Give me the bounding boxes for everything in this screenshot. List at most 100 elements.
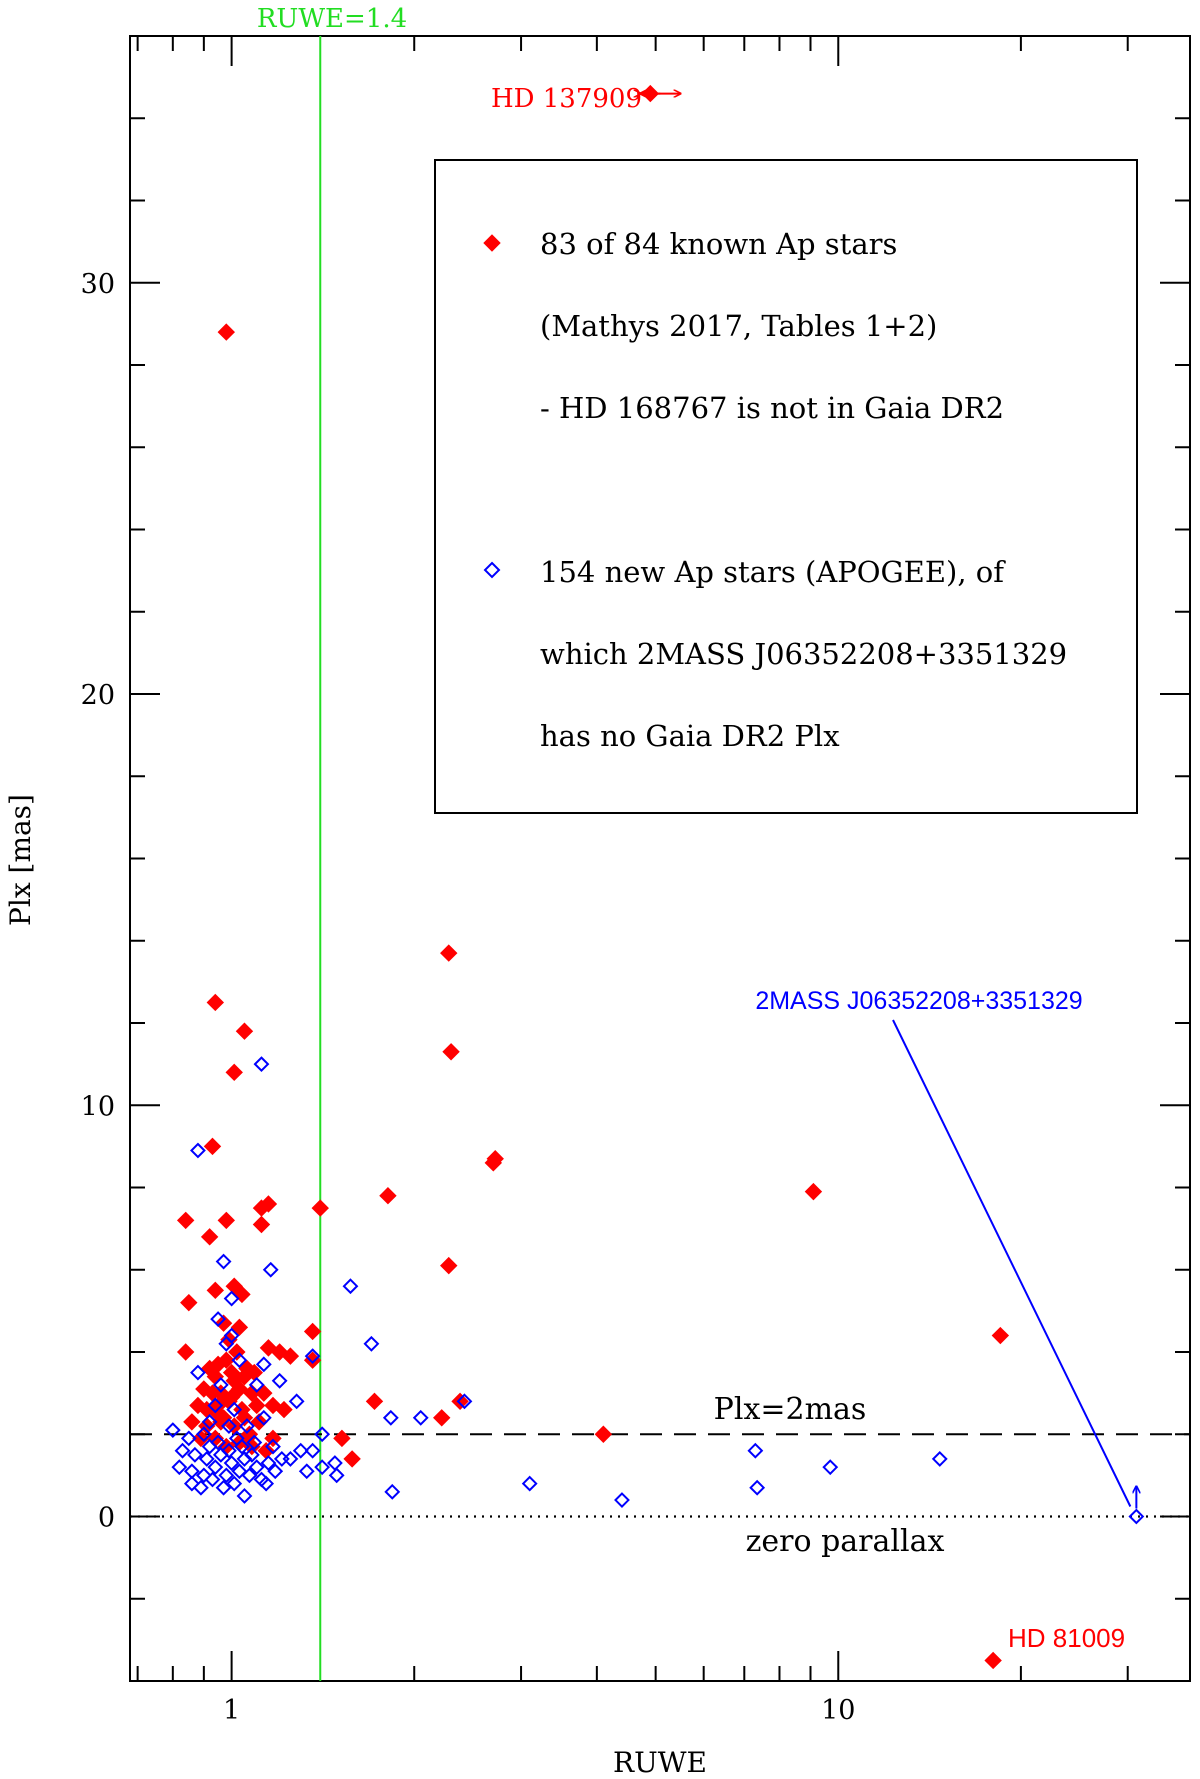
known-ap-star-point xyxy=(206,993,225,1012)
new-ap-star-point xyxy=(190,1142,206,1159)
new-ap-star-point xyxy=(241,1467,258,1484)
annotation-hd81009: HD 81009 xyxy=(1008,1623,1125,1653)
new-ap-star-point xyxy=(243,1446,260,1463)
legend: 83 of 84 known Ap stars (Mathys 2017, Ta… xyxy=(434,159,1138,814)
known-ap-star-point xyxy=(442,1043,460,1061)
new-ap-star-point xyxy=(171,1459,188,1476)
known-ap-star-point xyxy=(333,1429,351,1448)
known-ap-star-point xyxy=(176,1211,195,1230)
known-ap-star-point xyxy=(264,1429,282,1448)
y-tick-label: 20 xyxy=(81,680,115,711)
known-ap-star-point xyxy=(180,1293,198,1312)
known-ap-star-point xyxy=(303,1322,322,1341)
new-ap-star-point xyxy=(456,1393,473,1410)
known-ap-star-point xyxy=(343,1450,361,1468)
plx-2mas-label: Plx=2mas xyxy=(714,1392,867,1427)
new-ap-star-point xyxy=(267,1463,284,1480)
known-ap-star-point xyxy=(440,1256,458,1275)
known-ap-star-point xyxy=(217,1211,235,1230)
new-ap-star-point xyxy=(248,1376,265,1393)
new-ap-star-point xyxy=(262,1261,279,1278)
new-ap-star-point xyxy=(248,1459,265,1476)
new-ap-star-point xyxy=(231,1463,248,1480)
new-ap-star-point xyxy=(221,1442,237,1459)
new-ap-star-point xyxy=(255,1409,272,1426)
known-ap-star-point xyxy=(259,1339,278,1357)
new-ap-star-point xyxy=(218,1335,235,1352)
new-ap-star-point xyxy=(282,1451,299,1467)
new-ap-star-point xyxy=(265,1438,281,1455)
known-ap-star-point xyxy=(235,1022,254,1040)
known-ap-star-point xyxy=(440,944,458,962)
known-ap-star-point xyxy=(991,1326,1010,1345)
known-ap-star-point xyxy=(984,1651,1002,1670)
new-ap-star-point xyxy=(292,1442,309,1459)
new-ap-star-point xyxy=(221,1418,237,1434)
x-axis-label: RUWE xyxy=(613,1746,707,1779)
new-ap-star-point xyxy=(304,1442,321,1459)
new-ap-star-point xyxy=(747,1442,764,1459)
known-ap-star-point xyxy=(183,1413,201,1431)
new-ap-star-point xyxy=(223,1455,240,1471)
new-ap-star-point xyxy=(258,1475,275,1492)
known-ap-star-point xyxy=(281,1347,300,1365)
y-tick-label: 10 xyxy=(81,1091,115,1122)
known-ap-star-point xyxy=(176,1343,195,1361)
new-ap-star-point xyxy=(174,1442,191,1459)
new-ap-star-point xyxy=(253,1056,270,1073)
known-ap-star-point xyxy=(451,1392,469,1411)
new-ap-star-point xyxy=(190,1364,206,1381)
legend-marker-new xyxy=(483,561,501,579)
legend-new-line-1: 154 new Ap stars (APOGEE), of xyxy=(540,555,1006,589)
annotations xyxy=(640,94,1136,1509)
new-ap-star-point xyxy=(223,1290,240,1307)
2mass-leader-line xyxy=(892,1019,1132,1507)
new-ap-star-point xyxy=(314,1459,331,1476)
legend-known-line-3: - HD 168767 is not in Gaia DR2 xyxy=(540,391,1004,425)
new-ap-star-point xyxy=(215,1479,232,1496)
new-ap-star-point xyxy=(342,1278,359,1295)
known-ap-star-point xyxy=(230,1318,249,1337)
ruwe-line-label: RUWE=1.4 xyxy=(257,4,407,34)
new-ap-star-point xyxy=(328,1467,345,1484)
new-ap-star-point xyxy=(326,1455,343,1471)
new-ap-star-point xyxy=(822,1459,839,1476)
data-points xyxy=(164,84,1145,1670)
tick-labels: 1 10 0 10 20 30 xyxy=(81,269,856,1726)
new-ap-star-point xyxy=(521,1475,538,1492)
known-ap-star-point xyxy=(214,1314,233,1332)
new-ap-star-point xyxy=(288,1393,305,1410)
new-ap-star-point xyxy=(412,1409,429,1426)
new-ap-star-point xyxy=(255,1356,272,1373)
x-tick-label: 10 xyxy=(821,1695,855,1726)
new-ap-star-point xyxy=(273,1451,290,1467)
new-ap-star-point xyxy=(234,1438,250,1455)
new-ap-star-point xyxy=(246,1434,263,1451)
known-ap-star-point xyxy=(804,1182,823,1201)
new-ap-star-point xyxy=(180,1430,197,1447)
annotation-hd137909: HD 137909 xyxy=(491,84,642,114)
new-ap-star-point xyxy=(239,1418,255,1434)
new-ap-star-point xyxy=(363,1335,380,1352)
new-ap-star-point xyxy=(195,1426,212,1443)
new-ap-star-point xyxy=(207,1397,224,1414)
known-ap-star-point xyxy=(365,1392,384,1411)
new-ap-star-point xyxy=(210,1311,227,1328)
new-ap-star-point xyxy=(236,1451,253,1467)
legend-known-line-1: 83 of 84 known Ap stars xyxy=(540,227,897,261)
legend-new-line-3: has no Gaia DR2 Plx xyxy=(540,719,840,753)
known-ap-star-point xyxy=(233,1285,251,1304)
new-ap-star-point xyxy=(183,1475,200,1492)
new-ap-star-point xyxy=(201,1438,218,1455)
new-ap-star-point xyxy=(201,1413,218,1430)
x-tick-label: 1 xyxy=(223,1695,240,1726)
known-ap-star-point xyxy=(203,1137,222,1156)
known-ap-star-point xyxy=(379,1187,397,1205)
known-ap-star-point xyxy=(275,1400,293,1419)
legend-box xyxy=(434,159,1138,814)
new-ap-star-point xyxy=(207,1459,224,1476)
new-ap-star-point xyxy=(215,1253,232,1270)
new-ap-star-point xyxy=(931,1451,948,1467)
new-ap-star-point xyxy=(749,1479,766,1496)
known-ap-star-point xyxy=(250,1413,268,1431)
